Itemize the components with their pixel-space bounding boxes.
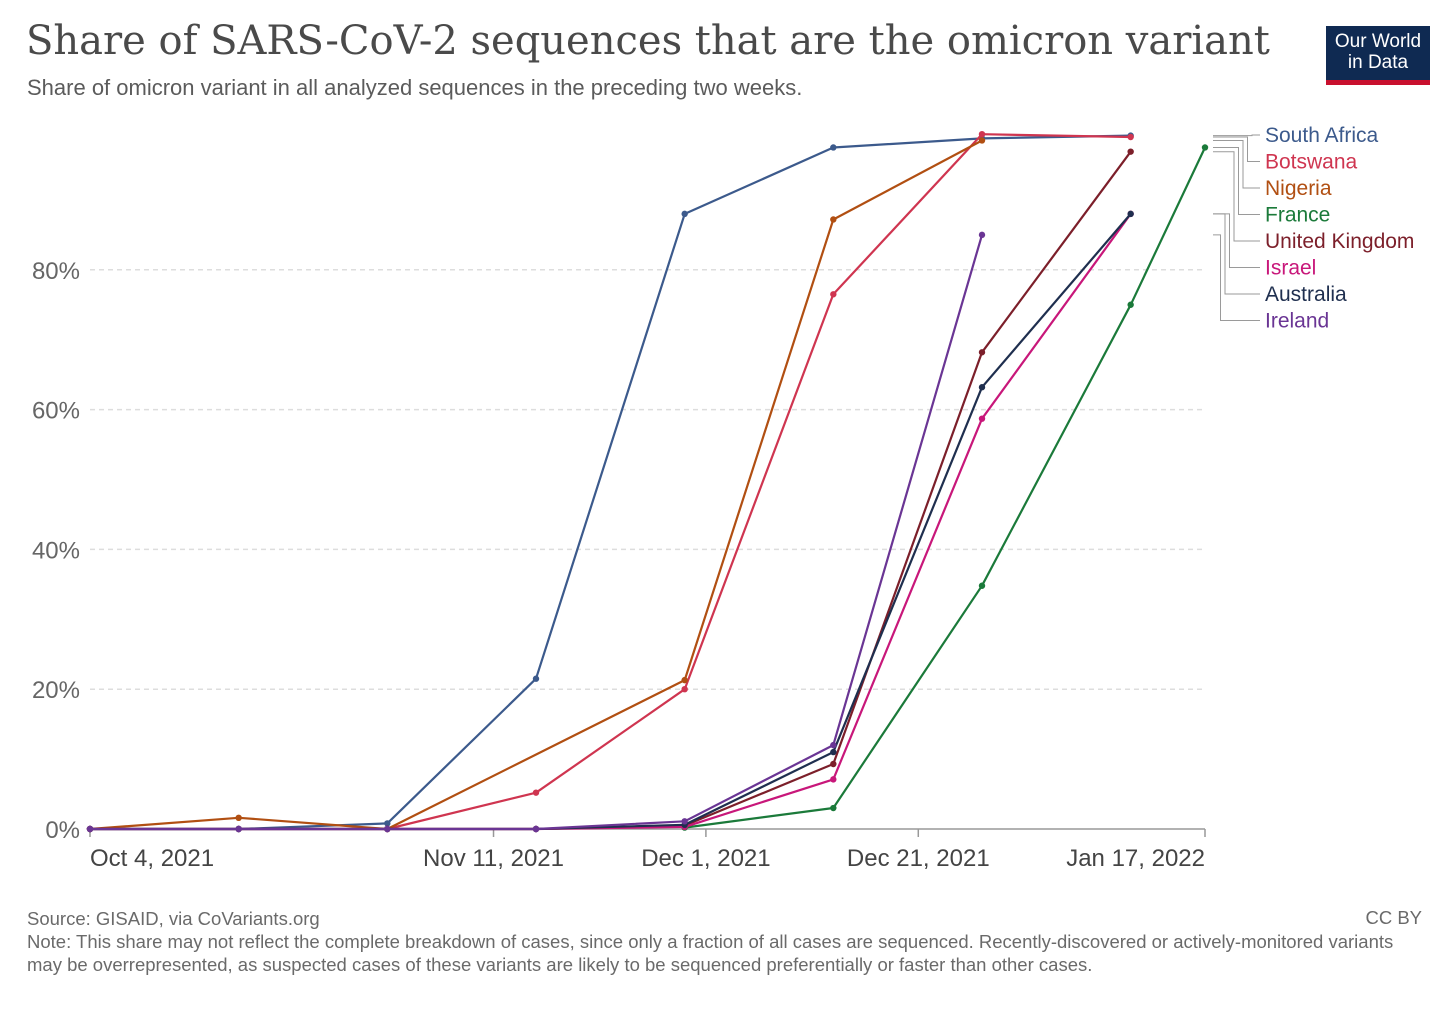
series-nigeria-point [978, 137, 986, 144]
legend-label-israel: Israel [1265, 257, 1316, 280]
series-australia-line [90, 213, 1132, 831]
y-tick-label: 40% [32, 537, 80, 564]
series-france-point [978, 582, 986, 589]
series-united-kingdom-point [978, 349, 986, 356]
series-israel-point [978, 415, 986, 422]
source-text: Source: GISAID, via CoVariants.org [27, 908, 320, 929]
chart-subtitle: Share of omicron variant in all analyzed… [27, 75, 803, 100]
series-south-africa-point [681, 210, 688, 218]
series-united-kingdom-point [1127, 148, 1134, 155]
series-france-point [830, 804, 837, 812]
legend: South Africa Botswana Nigeria France United … [1213, 124, 1414, 333]
y-tick-label: 60% [32, 398, 80, 425]
y-tick-label: 80% [32, 258, 80, 285]
x-tick-label: Dec 21, 2021 [847, 845, 990, 872]
series-nigeria-line [89, 139, 983, 831]
series-ireland-line [90, 234, 984, 831]
legend-connector [1213, 147, 1260, 215]
series-south-africa-point [532, 675, 540, 682]
series-nigeria-point [681, 676, 688, 684]
x-tick-label: Oct 4, 2021 [90, 845, 214, 872]
series-australia-point [1127, 210, 1134, 218]
legend-connector [1213, 213, 1260, 295]
series-nigeria-point [830, 216, 837, 223]
series-ireland-point [830, 741, 837, 749]
series-botswana-point [978, 130, 986, 138]
x-tick-label: Jan 17, 2022 [1066, 845, 1205, 872]
series-united-kingdom-line [90, 151, 1132, 831]
series-south-africa-point [830, 144, 837, 151]
series-botswana-point [532, 789, 540, 796]
series-botswana-point [681, 686, 688, 693]
gridlines [90, 269, 1205, 690]
series-south-africa-line [90, 134, 1131, 831]
legend-label-ireland: Ireland [1265, 310, 1329, 333]
legend-connector [1213, 140, 1260, 189]
legend-connector [1213, 151, 1260, 242]
legend-connector [1213, 136, 1260, 162]
y-tick-label: 0% [45, 817, 80, 844]
legend-label-united-kingdom: United Kingdom [1265, 230, 1414, 253]
legend-label-south-africa: South Africa [1265, 124, 1379, 147]
series-israel-point [830, 776, 837, 783]
series-australia-point [978, 384, 986, 391]
y-tick-label: 20% [32, 677, 80, 704]
series-lines [86, 130, 1209, 833]
x-tick-label: Dec 1, 2021 [641, 845, 770, 872]
x-tick-label: Nov 11, 2021 [423, 845, 564, 872]
series-south-africa-point [384, 820, 391, 827]
legend-label-botswana: Botswana [1265, 151, 1358, 174]
legend-label-nigeria: Nigeria [1265, 177, 1332, 200]
legend-connector [1213, 234, 1260, 321]
series-ireland-point [384, 825, 391, 833]
owid-logo[interactable]: Our World in Data [1326, 26, 1430, 85]
series-france-line [684, 147, 1206, 829]
series-botswana-line [387, 133, 1131, 831]
series-ireland-point [532, 825, 540, 833]
series-ireland-point [681, 818, 688, 825]
series-botswana-point [830, 291, 837, 298]
series-united-kingdom-point [830, 760, 837, 768]
legend-connector [1213, 134, 1260, 137]
series-france-point [1127, 301, 1134, 308]
series-botswana-point [1127, 133, 1134, 141]
y-axis: 0% 20% 40% 60% 80% [32, 258, 80, 844]
logo-line-2: in Data [1347, 52, 1409, 73]
logo-line-1: Our World [1334, 31, 1422, 52]
series-australia-point [830, 748, 837, 756]
chart-title: Share of SARS-CoV-2 sequences that are t… [26, 18, 1270, 64]
series-ireland-point [86, 825, 94, 833]
legend-label-australia: Australia [1265, 283, 1347, 306]
license-text: CC BY [1365, 907, 1422, 928]
series-israel-line [90, 213, 1132, 831]
note-text: Note: This share may not reflect the com… [27, 931, 1394, 975]
x-axis: Oct 4, 2021 Nov 11, 2021 Dec 1, 2021 Dec 21… [89, 828, 1206, 872]
series-france-point [1201, 144, 1209, 151]
footer: Source: GISAID, via CoVariants.org Note:… [27, 907, 1427, 976]
legend-label-france: France [1265, 204, 1330, 227]
series-ireland-point [978, 231, 986, 239]
series-nigeria-point [235, 814, 242, 822]
line-chart: Oct 4, 2021 Nov 11, 2021 Dec 1, 2021 Dec 21… [32, 124, 1414, 872]
series-ireland-point [235, 825, 242, 833]
